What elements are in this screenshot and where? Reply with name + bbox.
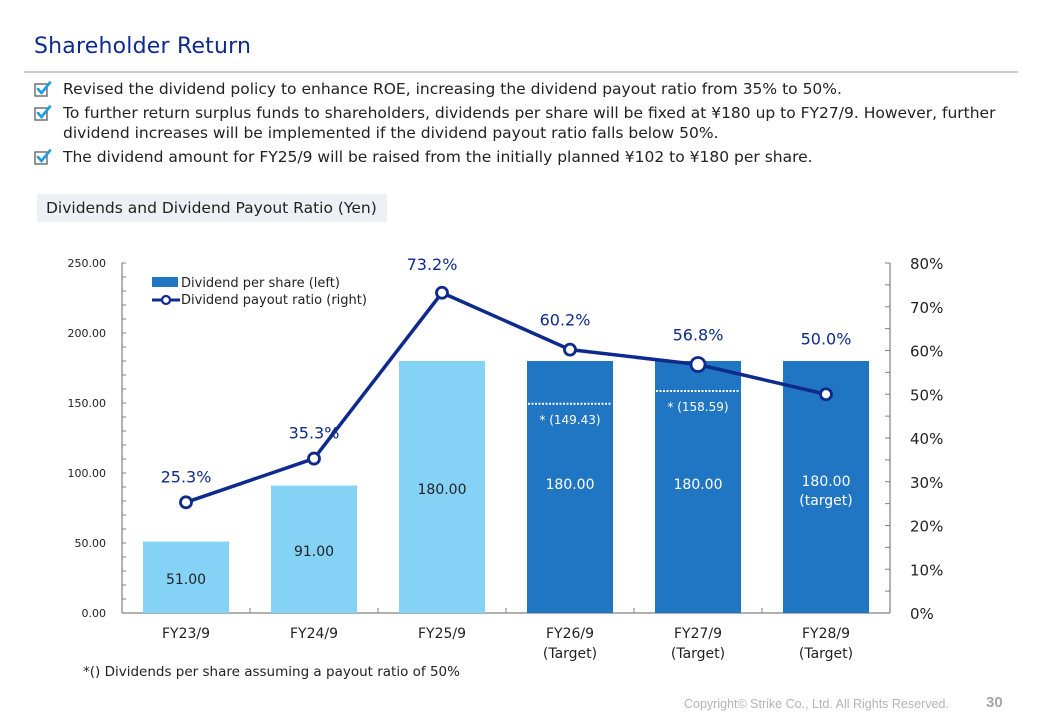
legend-line-marker [160,294,172,306]
bullet-text: The dividend amount for FY25/9 will be r… [63,148,813,166]
copyright: Copyright© Strike Co., Ltd. All Rights R… [684,697,949,711]
bar [399,361,485,613]
left-axis-tick-label: 200.00 [68,327,107,340]
bar-value-label: 180.00 [674,477,723,493]
right-axis-tick-label: 20% [910,518,943,536]
right-axis-tick-label: 70% [910,299,943,317]
bar [783,361,869,613]
page-title: Shareholder Return [34,34,252,59]
right-axis-tick-label: 30% [910,474,943,492]
bar-value-label: 180.00 [546,477,595,493]
bar-value-label: 180.00 [418,482,467,498]
x-axis-category-label: FY25/9 [418,626,466,642]
x-axis-category-label: FY28/9 [802,626,850,642]
payout-ratio-label: 56.8% [673,326,724,345]
title-divider [24,71,1018,73]
right-axis-tick-label: 60% [910,343,943,361]
x-axis-category-label: FY27/9 [674,626,722,642]
bullet-item: Revised the dividend policy to enhance R… [34,79,1024,99]
payout-ratio-point [563,342,577,357]
bullet-list: Revised the dividend policy to enhance R… [34,79,1024,171]
x-axis-category-label: FY26/9 [546,626,594,642]
chart-section-label: Dividends and Dividend Payout Ratio (Yen… [37,194,387,222]
chart-axes: 0.00 50.00 100.00 150.00 200.00 250.00 0% 10% 20… [68,255,944,662]
bar [655,361,741,613]
left-axis-tick-label: 150.00 [68,397,107,410]
checkbox-checked-icon [34,81,52,97]
right-axis-tick-label: 50% [910,386,943,404]
footnote: *() Dividends per share assuming a payou… [83,664,460,680]
x-axis-category-label: FY24/9 [290,626,338,642]
left-axis-tick-label: 100.00 [68,467,107,480]
chart-legend: Dividend per share (left) Dividend payout… [152,276,367,308]
bar-value-label: 51.00 [166,572,206,588]
payout-ratio-point [819,387,833,402]
data-labels: 25.3% 35.3% 73.2% 60.2% 56.8% 50.0% [161,255,852,487]
payout-ratio-label: 25.3% [161,467,212,486]
x-axis-category-label: (Target) [799,646,853,662]
payout-ratio-label: 73.2% [407,255,458,274]
bar-value-label: 91.00 [294,544,334,560]
left-axis-tick-label: 0.00 [82,607,107,620]
bullet-item: To further return surplus funds to share… [34,103,1024,143]
bullet-text: Revised the dividend policy to enhance R… [63,80,842,98]
bar-value-label: (target) [799,493,853,509]
x-axis-category-label: (Target) [543,646,597,662]
payout-ratio-point [307,451,321,466]
payout-ratio-line [185,291,827,504]
page-number: 30 [986,694,1003,711]
reference-label: * (158.59) [667,400,728,414]
legend-bar-swatch [152,277,178,287]
bar-series: 51.00 91.00 180.00 180.00 180.00 180.00 (targe… [143,361,869,613]
checkbox-checked-icon [34,149,52,165]
payout-ratio-point [689,356,707,373]
right-axis-tick-label: 10% [910,561,943,579]
right-axis-tick-label: 80% [910,255,943,273]
bar-value-label: 180.00 [802,474,851,490]
bullet-text: To further return surplus funds to share… [63,104,996,142]
right-axis-tick-label: 0% [910,605,934,623]
reference-markers: * (149.43) * (158.59) [528,389,740,427]
line-series [179,285,833,510]
left-axis-tick-label: 250.00 [68,257,107,270]
bar [271,485,357,613]
bullet-item: The dividend amount for FY25/9 will be r… [34,147,1024,167]
left-axis-tick-label: 50.00 [75,537,107,550]
legend-bar-label: Dividend per share (left) [181,276,340,291]
payout-ratio-point [435,285,449,300]
x-axis-category-label: FY23/9 [162,626,210,642]
x-axis-category-label: (Target) [671,646,725,662]
payout-ratio-point [179,495,193,510]
payout-ratio-label: 50.0% [801,329,852,348]
bar [143,541,229,613]
payout-ratio-label: 60.2% [540,311,591,330]
right-axis-tick-label: 40% [910,430,943,448]
legend-line-label: Dividend payout ratio (right) [181,293,367,308]
payout-ratio-label: 35.3% [289,424,340,443]
reference-label: * (149.43) [539,413,600,427]
checkbox-checked-icon [34,105,52,121]
